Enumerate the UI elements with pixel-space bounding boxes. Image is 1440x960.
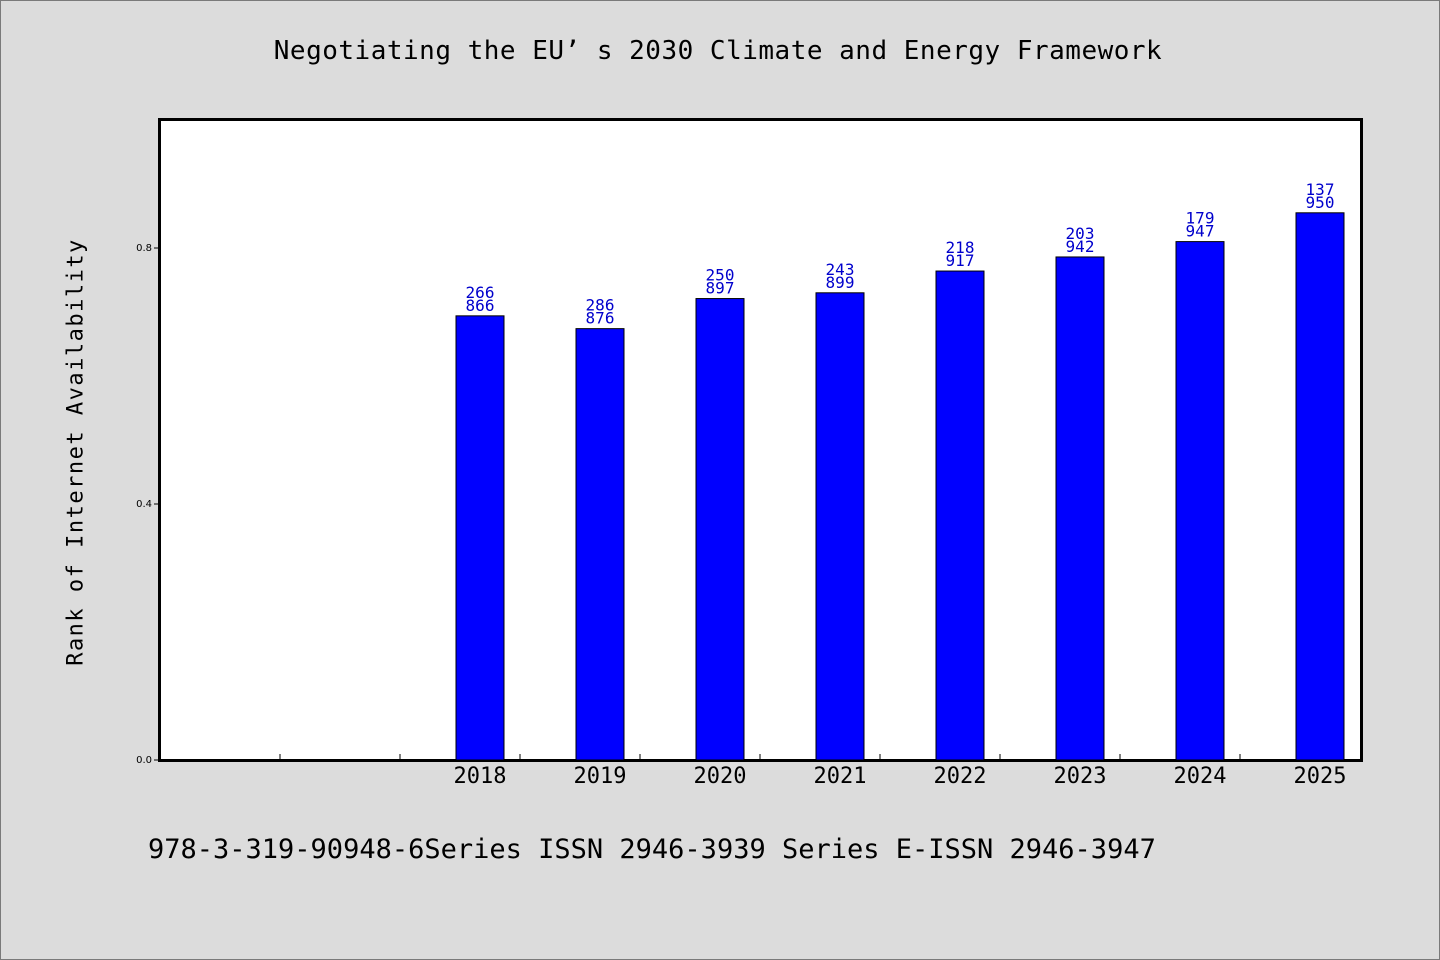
plot-area [158,118,1363,762]
x-tick-label: 2019 [574,764,627,789]
x-tick-label: 2020 [694,764,747,789]
bar-2022 [935,270,985,761]
bar-value-label: 876 [586,309,615,328]
bar-2020 [695,298,745,761]
x-tick-label: 2025 [1294,764,1347,789]
y-tick-label: 0.0 [136,755,152,766]
bar-value-label: 137 [1306,180,1335,199]
y-tick-label: 0.8 [136,243,152,254]
bar-2023 [1055,256,1105,761]
bar-value-label: 917 [946,251,975,270]
bar-value-label: 897 [706,279,735,298]
x-tick-label: 2023 [1054,764,1107,789]
bar-value-label: 286 [586,296,615,315]
bar-value-label: 950 [1306,193,1335,212]
x-tick-label: 2018 [454,764,507,789]
x-tick-label: 2021 [814,764,867,789]
bar-value-label: 179 [1186,209,1215,228]
bar-value-label: 250 [706,266,735,285]
bar-2019 [575,328,625,761]
y-tick-label: 0.4 [136,499,152,510]
bar-2025 [1295,212,1345,761]
bar-2021 [815,292,865,761]
bar-value-label: 203 [1066,224,1095,243]
bar-value-label: 947 [1186,222,1215,241]
bar-value-label: 866 [466,296,495,315]
x-tick-label: 2022 [934,764,987,789]
bar-value-label: 899 [826,273,855,292]
bar-2018 [455,315,505,761]
bar-value-label: 266 [466,283,495,302]
chart-title: Negotiating the EU’ s 2030 Climate and E… [273,36,1163,66]
bar-value-label: 942 [1066,237,1095,256]
ticks-layer: 0.0 0.4 0.8 [136,243,1241,766]
footer-isbn-text: 978-3-319-90948-6Series ISSN 2946-3939 S… [148,834,1156,865]
bar-2024 [1175,241,1225,761]
bar-value-label: 218 [946,238,975,257]
bar-value-label: 243 [826,260,855,279]
x-tick-label: 2024 [1174,764,1227,789]
bars-layer [455,212,1345,761]
